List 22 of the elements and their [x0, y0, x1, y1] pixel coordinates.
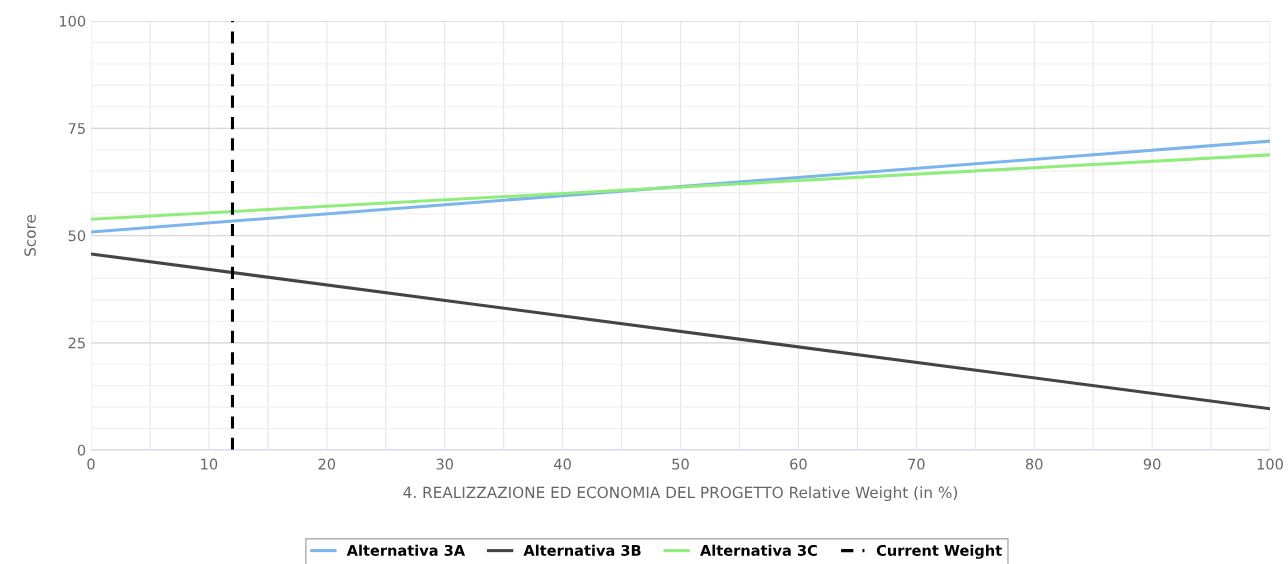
legend-label: Current Weight	[876, 544, 1002, 559]
x-tick-label: 40	[554, 458, 571, 470]
y-tick-label: 50	[68, 230, 86, 242]
legend-label: Alternativa 3C	[700, 544, 817, 556]
y-tick-label: 0	[77, 444, 86, 456]
x-axis-title: 4. REALIZZAZIONE ED ECONOMIA DEL PROGETTO Relative Weight (in %)	[403, 486, 958, 502]
legend-label: Alternativa 3A	[346, 544, 466, 556]
x-tick-label: 60	[790, 458, 807, 470]
x-tick-label: 0	[87, 458, 95, 470]
x-tick-label: 10	[201, 458, 218, 470]
x-tick-label: 50	[672, 458, 689, 470]
x-tick-label: 80	[1025, 458, 1043, 470]
y-tick-label: 25	[68, 337, 85, 349]
x-tick-label: 30	[436, 458, 454, 470]
x-tick-label: 20	[318, 458, 336, 470]
y-tick-label: 75	[68, 123, 85, 134]
legend-label: Alternativa 3B	[523, 544, 641, 556]
y-axis-title: Score	[24, 214, 36, 256]
y-tick-label: 100	[59, 15, 86, 27]
x-tick-label: 70	[908, 458, 925, 470]
x-tick-label: 90	[1143, 458, 1161, 470]
x-tick-label: 100	[1257, 458, 1283, 470]
